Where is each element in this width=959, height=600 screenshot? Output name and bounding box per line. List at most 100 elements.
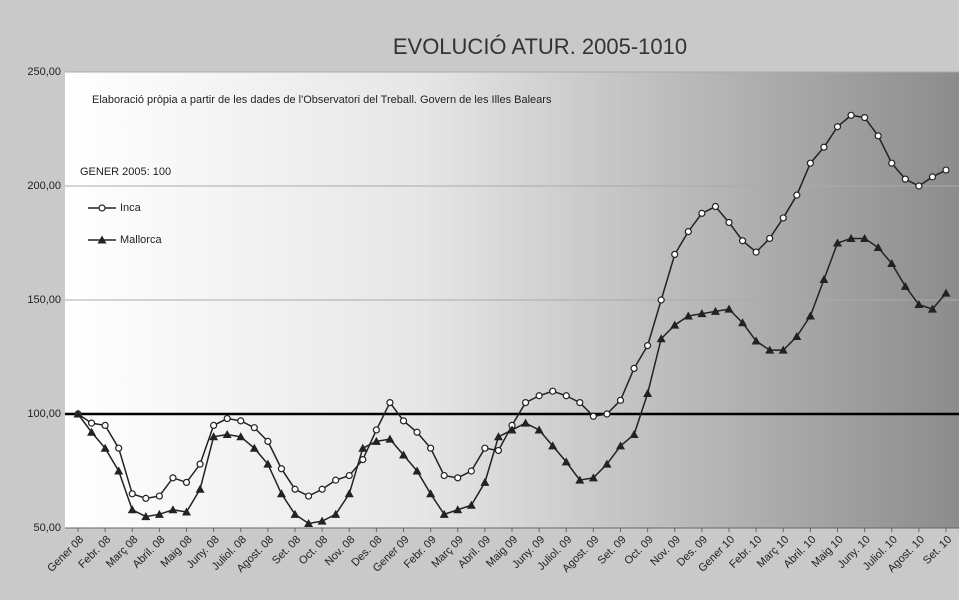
data-point <box>561 457 571 466</box>
data-point <box>725 218 733 227</box>
data-point <box>820 143 828 151</box>
data-point <box>223 414 231 423</box>
data-point <box>182 478 191 486</box>
data-point <box>249 443 259 452</box>
data-point <box>927 304 937 313</box>
data-point <box>766 234 774 243</box>
data-point <box>778 345 788 354</box>
data-point <box>264 437 272 445</box>
data-point <box>237 417 245 425</box>
data-point <box>873 243 883 252</box>
y-tick-label: 200,00 <box>27 180 61 192</box>
data-point <box>114 466 124 475</box>
legend-label: Inca <box>120 202 142 214</box>
data-point <box>277 465 286 473</box>
data-point <box>751 336 761 345</box>
data-point <box>304 518 314 527</box>
data-point <box>671 250 679 258</box>
data-point <box>793 191 801 199</box>
data-point <box>576 399 584 407</box>
data-point <box>874 132 882 140</box>
data-point <box>738 318 748 327</box>
data-point <box>412 466 422 475</box>
data-point <box>928 173 937 181</box>
data-point <box>698 209 706 217</box>
data-point <box>833 123 842 131</box>
data-point <box>155 492 163 500</box>
data-point <box>535 392 543 400</box>
data-point <box>521 399 530 407</box>
data-point <box>332 476 340 484</box>
data-point <box>521 418 531 427</box>
data-point <box>779 214 787 222</box>
data-point <box>399 417 408 425</box>
data-point <box>900 281 910 290</box>
data-point <box>195 484 205 493</box>
data-point <box>901 175 909 183</box>
data-point <box>549 387 557 395</box>
data-point <box>588 473 598 482</box>
data-point <box>291 485 299 493</box>
data-point <box>169 474 177 482</box>
chart-title: EVOLUCIÓ ATUR. 2005-1010 <box>393 34 687 59</box>
data-point <box>290 509 300 518</box>
data-point <box>765 345 775 354</box>
data-point <box>87 427 97 436</box>
data-point <box>101 421 109 429</box>
data-point <box>304 492 313 500</box>
data-point <box>141 512 151 521</box>
data-point <box>413 428 421 436</box>
data-point <box>819 274 829 283</box>
data-point <box>914 300 924 309</box>
data-point <box>724 304 734 313</box>
data-point <box>481 444 489 452</box>
data-point <box>386 399 394 407</box>
data-point <box>548 441 558 450</box>
data-point <box>861 113 869 122</box>
data-point <box>263 459 273 468</box>
data-point <box>494 446 503 455</box>
data-point <box>575 475 585 484</box>
data-point <box>399 450 408 459</box>
data-point <box>168 505 178 514</box>
data-point <box>318 485 326 493</box>
data-point <box>697 309 707 318</box>
data-point <box>440 471 448 480</box>
data-point <box>657 296 665 304</box>
data-point <box>616 396 625 404</box>
data-point <box>73 409 83 418</box>
data-point <box>210 421 218 429</box>
data-point <box>154 509 164 518</box>
legend-label: Mallorca <box>120 234 162 246</box>
data-point <box>128 490 136 498</box>
data-point <box>209 432 219 441</box>
data-point <box>833 238 842 247</box>
data-point <box>345 471 353 480</box>
data-point <box>142 494 150 502</box>
data-point <box>454 474 462 482</box>
data-point <box>466 500 476 509</box>
data-point <box>603 410 611 418</box>
data-point <box>182 507 191 516</box>
data-point <box>115 444 123 452</box>
data-point <box>942 166 950 174</box>
data-point <box>453 505 463 514</box>
data-point <box>805 311 815 320</box>
data-point <box>534 425 544 434</box>
data-point <box>276 489 286 498</box>
data-point <box>127 505 137 514</box>
data-point <box>644 342 652 350</box>
data-point <box>887 259 897 268</box>
y-tick-label: 250,00 <box>27 66 61 78</box>
data-point <box>507 425 517 434</box>
legend-marker <box>98 204 106 212</box>
data-point <box>941 288 951 297</box>
data-point <box>629 430 639 439</box>
legend-marker <box>97 235 107 244</box>
y-tick-label: 50,00 <box>33 522 61 534</box>
annotation: GENER 2005: 100 <box>80 166 171 178</box>
data-point <box>331 509 341 518</box>
y-tick-label: 150,00 <box>27 294 61 306</box>
data-point <box>250 424 258 432</box>
